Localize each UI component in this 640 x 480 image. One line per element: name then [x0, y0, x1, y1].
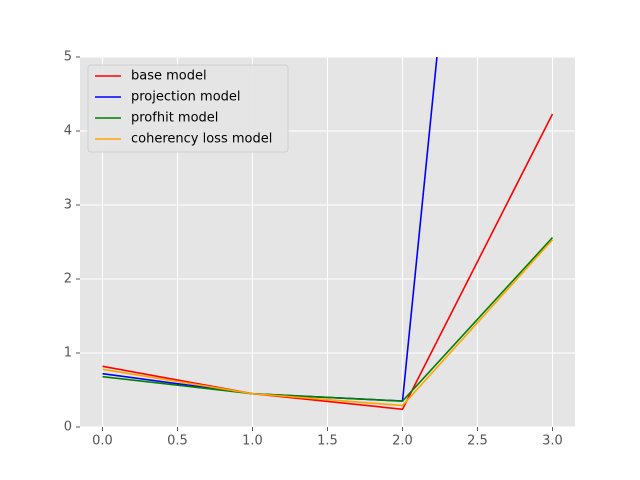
- x-tick-label: 2.5: [467, 434, 488, 449]
- series-line: [102, 237, 554, 402]
- y-tick-label: 1: [64, 346, 72, 361]
- y-tick-label: 4: [64, 124, 72, 139]
- legend-box: [87, 64, 289, 153]
- x-tick-label: 1.0: [242, 434, 263, 449]
- series-line: [102, 239, 554, 407]
- y-tick-label: 3: [64, 198, 72, 213]
- y-tick-label: 2: [64, 272, 72, 287]
- y-tick-label: 0: [64, 420, 72, 435]
- legend-label: projection model: [131, 90, 241, 105]
- x-tick-label: 2.0: [392, 434, 413, 449]
- x-tick-label: 0.0: [92, 434, 113, 449]
- x-tick-label: 3.0: [542, 434, 563, 449]
- lines: [102, 57, 554, 411]
- legend-label: profhit model: [131, 111, 218, 126]
- legend-label: base model: [131, 69, 207, 84]
- x-tick-label: 0.5: [167, 434, 188, 449]
- x-tick-label: 1.5: [317, 434, 338, 449]
- legend-label: coherency loss model: [131, 132, 272, 147]
- series-line: [102, 113, 554, 411]
- y-tick-label: 5: [64, 50, 72, 65]
- legend: base model projection model profhit model c…: [87, 64, 289, 153]
